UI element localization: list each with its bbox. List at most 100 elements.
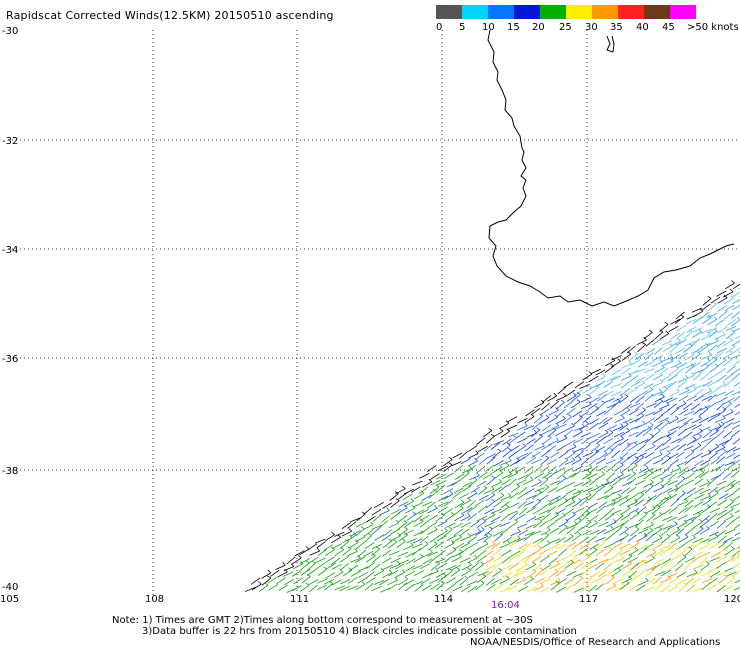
wind-barb — [620, 519, 629, 528]
wind-barb — [659, 499, 669, 507]
wind-barb — [730, 470, 740, 479]
wind-barb — [460, 458, 471, 465]
wind-barb — [589, 408, 599, 416]
wind-barb-flag — [456, 567, 461, 571]
wind-barb — [485, 435, 495, 444]
wind-barb — [574, 381, 585, 389]
wind-barb — [419, 535, 429, 544]
wind-barb — [652, 543, 663, 550]
wind-barb-flag — [633, 574, 637, 578]
wind-barb — [670, 468, 681, 474]
wind-barb — [708, 330, 718, 338]
wind-barb — [645, 533, 655, 542]
wind-barb-flag — [388, 538, 392, 542]
wind-barb-flag — [434, 526, 438, 530]
wind-barb — [613, 564, 624, 571]
wind-barb — [589, 451, 599, 459]
wind-barb — [491, 523, 502, 530]
wind-barb — [701, 317, 712, 325]
wind-barb — [547, 416, 558, 424]
wind-barb — [550, 495, 561, 502]
wind-barb-flag — [618, 493, 622, 497]
legend-label: 40 — [636, 22, 649, 33]
wind-barb-flag — [388, 569, 393, 573]
wind-barb — [427, 543, 438, 551]
wind-barb — [725, 346, 736, 354]
wind-barb-flag — [329, 580, 334, 584]
wind-barb-flag — [424, 541, 429, 545]
wind-barb — [446, 583, 456, 591]
wind-barb-flag — [569, 533, 574, 537]
wind-barb-flag — [311, 560, 316, 564]
wind-barb — [614, 522, 625, 529]
wind-barb — [389, 493, 399, 501]
wind-barb — [653, 422, 664, 430]
wind-barb — [462, 481, 473, 488]
wind-barb-flag — [642, 420, 646, 425]
wind-barb-flag — [609, 447, 614, 451]
wind-barb — [542, 437, 552, 445]
wind-barb — [451, 564, 462, 571]
wind-barb-flag — [448, 462, 453, 466]
wind-barb — [635, 519, 644, 528]
wind-barb-flag — [386, 507, 390, 511]
wind-barb — [538, 548, 549, 556]
wind-barb — [718, 576, 728, 584]
wind-barb-flag — [665, 330, 670, 334]
wind-barb-flag — [483, 485, 488, 489]
wind-barb — [699, 470, 709, 479]
wind-barb — [710, 457, 720, 465]
wind-barb — [658, 404, 670, 410]
wind-barb — [637, 506, 647, 514]
wind-barb — [579, 383, 590, 389]
wind-barb — [371, 508, 382, 516]
wind-barb — [678, 395, 689, 402]
wind-barb-flag — [704, 363, 709, 367]
wind-barb — [686, 487, 697, 495]
wind-barb — [454, 577, 465, 585]
wind-barb — [405, 570, 416, 577]
wind-barb — [694, 472, 705, 479]
wind-barb — [422, 481, 433, 488]
wind-barb — [710, 570, 721, 578]
wind-barb — [581, 561, 591, 570]
wind-barb — [595, 446, 605, 453]
wind-barb — [653, 400, 664, 409]
wind-barb — [435, 558, 446, 564]
wind-barb — [379, 520, 389, 529]
wind-barb — [470, 520, 480, 528]
wind-barb — [549, 543, 560, 550]
wind-barb-flag — [571, 422, 575, 427]
wind-barb — [613, 431, 625, 438]
wind-barb — [564, 481, 576, 488]
wind-barb — [499, 578, 510, 585]
wind-barb-flag — [420, 490, 425, 494]
wind-barb — [709, 446, 719, 453]
wind-barb — [700, 333, 711, 341]
wind-barb — [637, 344, 646, 353]
wind-barb — [476, 481, 487, 488]
wind-barb — [709, 353, 719, 361]
wind-barb-flag — [729, 350, 733, 354]
wind-barb — [373, 502, 384, 509]
wind-barb — [388, 522, 399, 529]
wind-barb — [526, 506, 537, 514]
wind-barb — [404, 520, 414, 528]
wind-barb-flag — [620, 555, 625, 559]
wind-barb-flag — [491, 485, 495, 490]
wind-barb-flag — [651, 512, 656, 516]
wind-barb — [516, 445, 526, 453]
wind-barb — [708, 344, 718, 353]
wind-barb — [707, 373, 718, 380]
wind-barb — [669, 345, 679, 353]
wind-barb — [549, 451, 560, 459]
wind-barb — [629, 408, 639, 416]
wind-barb — [421, 494, 432, 501]
wind-barb-flag — [675, 415, 679, 419]
wind-barb — [563, 381, 574, 389]
wind-barb — [619, 549, 631, 555]
wind-barb — [630, 425, 641, 431]
wind-barb — [683, 418, 693, 425]
wind-barb — [685, 389, 697, 395]
wind-barb — [371, 524, 382, 530]
